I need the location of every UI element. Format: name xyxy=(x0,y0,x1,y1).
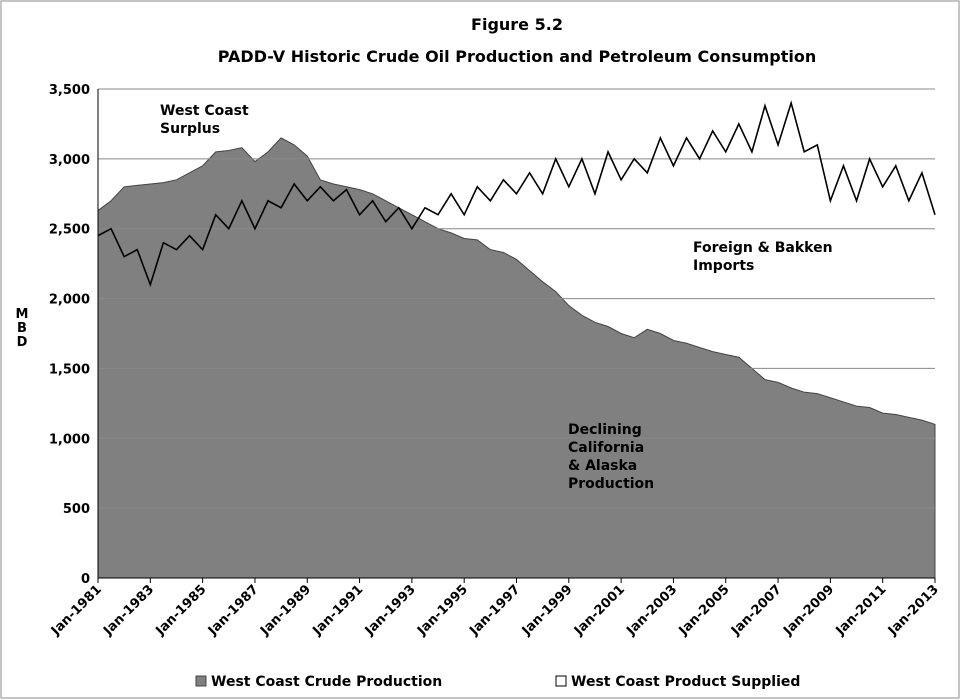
annotation: & Alaska xyxy=(568,458,637,474)
chart-title: Figure 5.2 xyxy=(471,15,563,34)
y-tick-label: 1,000 xyxy=(49,432,90,447)
y-tick-label: 2,000 xyxy=(49,293,90,308)
legend-swatch xyxy=(195,675,207,687)
y-tick-label: 3,000 xyxy=(49,153,90,168)
y-label-char: D xyxy=(17,335,28,350)
area xyxy=(97,137,936,579)
y-tick-label: 1,500 xyxy=(49,362,90,377)
y-label-char: B xyxy=(17,321,27,336)
annotation: California xyxy=(568,440,644,456)
legend-label: West Coast Crude Production xyxy=(211,674,442,690)
y-tick-label: 500 xyxy=(63,502,90,517)
annotation: Declining xyxy=(568,422,642,438)
y-tick-label: 3,500 xyxy=(49,83,90,98)
annotation: Foreign & Bakken xyxy=(693,240,833,256)
y-label-char: M xyxy=(16,307,29,322)
chart-subtitle: PADD-V Historic Crude Oil Production and… xyxy=(218,47,816,66)
legend-label: West Coast Product Supplied xyxy=(571,674,800,690)
annotation: Production xyxy=(568,476,654,492)
line xyxy=(97,100,936,288)
legend-swatch xyxy=(555,675,567,687)
annotation: West Coast xyxy=(160,103,249,119)
annotation: Surplus xyxy=(160,121,220,137)
annotation: Imports xyxy=(693,258,754,274)
y-tick-label: 0 xyxy=(81,572,90,587)
y-tick-label: 2,500 xyxy=(49,223,90,238)
